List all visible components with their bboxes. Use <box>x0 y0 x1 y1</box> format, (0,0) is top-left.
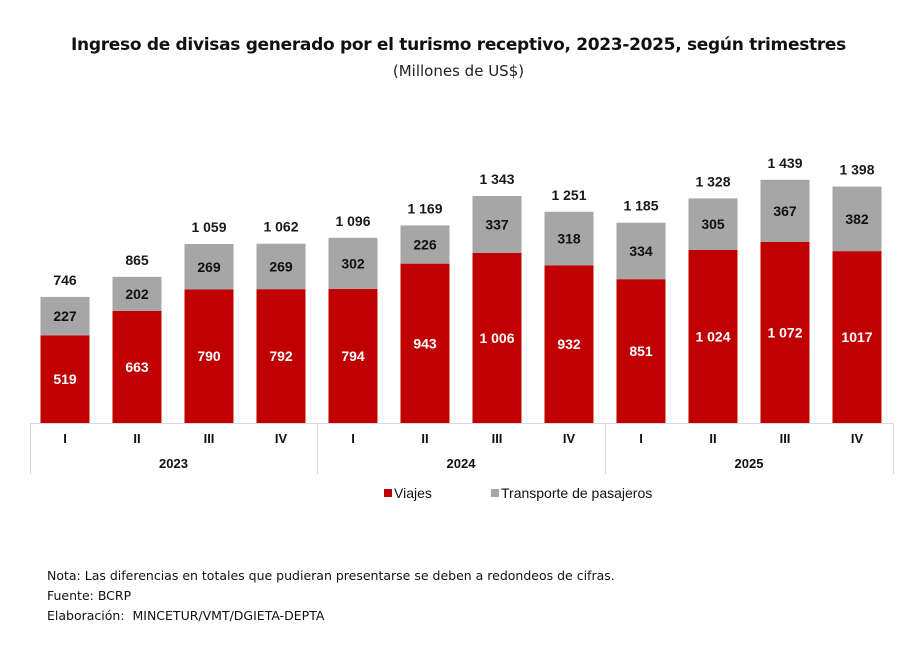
bar-viajes <box>688 249 738 423</box>
data-label-total: 1 059 <box>191 219 226 235</box>
data-label-transporte: 367 <box>773 203 797 219</box>
data-label-transporte: 202 <box>125 286 149 302</box>
x-tick-label: II <box>709 431 716 446</box>
data-label-total: 1 439 <box>767 155 802 171</box>
x-tick-label: III <box>780 431 791 446</box>
bar-viajes <box>400 263 450 423</box>
data-label-viajes: 663 <box>125 359 149 375</box>
data-label-transporte: 269 <box>197 259 221 275</box>
data-label-viajes: 851 <box>629 343 653 359</box>
data-label-viajes: 519 <box>53 371 77 387</box>
legend: Viajes Transporte de pasajeros <box>384 485 652 501</box>
bar-viajes <box>328 288 378 423</box>
bar-transporte <box>40 296 90 336</box>
data-label-transporte: 227 <box>53 308 77 324</box>
bar-viajes <box>40 335 90 423</box>
labels-layer: 519 227 746 663 202 865 790 269 1 059 792 269 1 062… <box>53 155 874 387</box>
x-tick-label: II <box>133 431 140 446</box>
data-label-transporte: 334 <box>629 243 653 259</box>
data-label-total: 1 062 <box>263 219 298 235</box>
x-group-label: 2023 <box>159 456 188 471</box>
bar-viajes <box>472 252 522 423</box>
bar-transporte <box>256 243 306 290</box>
bar-transporte <box>400 225 450 264</box>
x-tick-label: IV <box>563 431 576 446</box>
chart-title: Ingreso de divisas generado por el turis… <box>71 35 846 55</box>
note-text: Nota: Las diferencias en totales que pud… <box>47 568 615 583</box>
data-label-transporte: 226 <box>413 237 437 253</box>
chart-subtitle: (Millones de US$) <box>392 62 525 80</box>
bar-transporte <box>328 237 378 289</box>
data-label-viajes: 1 006 <box>479 330 514 346</box>
legend-swatch <box>384 489 392 497</box>
bar-viajes <box>184 289 234 423</box>
x-group-label: 2025 <box>735 456 764 471</box>
data-label-viajes: 790 <box>197 348 221 364</box>
bar-transporte <box>184 244 234 290</box>
legend-label: Viajes <box>394 485 432 501</box>
legend-swatch <box>491 489 499 497</box>
data-label-transporte: 302 <box>341 255 365 271</box>
data-label-total: 1 398 <box>839 162 874 178</box>
chart-notes: Nota: Las diferencias en totales que pud… <box>47 566 615 626</box>
bar-transporte <box>112 276 162 311</box>
data-label-transporte: 269 <box>269 258 293 274</box>
bar-viajes <box>760 241 810 423</box>
data-label-viajes: 1 024 <box>695 328 730 344</box>
data-label-transporte: 305 <box>701 216 725 232</box>
data-label-total: 1 185 <box>623 198 658 214</box>
data-label-total: 1 096 <box>335 213 370 229</box>
data-label-total: 1 343 <box>479 171 514 187</box>
data-label-viajes: 794 <box>341 348 365 364</box>
data-label-total: 746 <box>53 272 77 288</box>
x-group-label: 2024 <box>447 456 477 471</box>
data-label-total: 1 251 <box>551 187 586 203</box>
bar-transporte <box>760 179 810 242</box>
data-label-viajes: 792 <box>269 348 293 364</box>
x-tick-label: IV <box>275 431 288 446</box>
x-tick-label: I <box>639 431 643 446</box>
data-label-total: 1 328 <box>695 173 730 189</box>
bar-viajes <box>112 310 162 423</box>
bar-transporte <box>688 198 738 250</box>
bars-layer <box>40 179 882 423</box>
bar-viajes <box>616 279 666 423</box>
x-tick-label: I <box>351 431 355 446</box>
x-tick-label: IV <box>851 431 864 446</box>
x-tick-label: I <box>63 431 67 446</box>
x-tick-label: III <box>492 431 503 446</box>
credits-text: Elaboración: MINCETUR/VMT/DGIETA-DEPTA <box>47 608 325 623</box>
data-label-total: 865 <box>125 252 149 268</box>
bar-viajes <box>256 289 306 423</box>
source-text: Fuente: BCRP <box>47 588 132 603</box>
data-label-viajes: 1017 <box>841 329 872 345</box>
bar-transporte <box>616 222 666 280</box>
bar-viajes <box>832 251 882 423</box>
data-label-total: 1 169 <box>407 200 442 216</box>
data-label-viajes: 943 <box>413 335 437 351</box>
bar-viajes <box>544 265 594 423</box>
data-label-transporte: 318 <box>557 231 581 247</box>
data-label-transporte: 382 <box>845 211 869 227</box>
x-tick-label: III <box>204 431 215 446</box>
data-label-transporte: 337 <box>485 217 509 233</box>
data-label-viajes: 932 <box>557 336 581 352</box>
data-label-viajes: 1 072 <box>767 324 802 340</box>
bar-transporte <box>472 196 522 253</box>
legend-label: Transporte de pasajeros <box>501 485 652 501</box>
bar-transporte <box>544 211 594 266</box>
x-tick-label: II <box>421 431 428 446</box>
bar-transporte <box>832 186 882 252</box>
